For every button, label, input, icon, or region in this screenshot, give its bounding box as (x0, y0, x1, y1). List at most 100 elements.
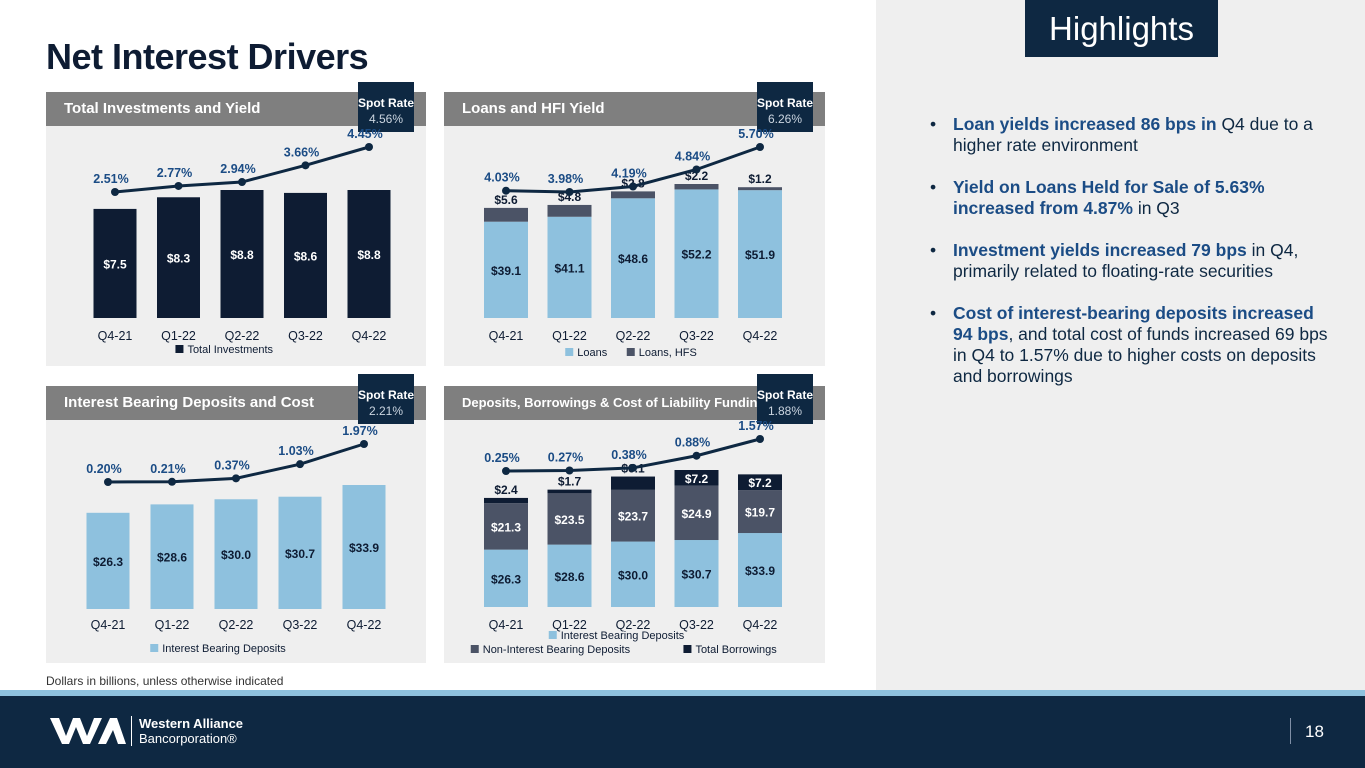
yield-label-investments-1: 2.77% (157, 166, 192, 180)
bar-loans-s0-4 (738, 190, 782, 318)
bar-funding-s0-1 (547, 544, 592, 607)
yield-label-loans-4: 5.70% (738, 127, 773, 141)
loans-panel: Loans and HFI Yield Spot Rate 6.26% $39.1… (444, 82, 825, 366)
bar-label-loans-s1-4: $1.2 (748, 172, 772, 186)
bar-loans-s1-1 (547, 204, 592, 217)
bar-label-funding-s1-3: $24.9 (681, 507, 711, 521)
bar-investments-s0-1 (157, 197, 200, 318)
bar-loans-s0-1 (547, 216, 592, 318)
x-tick-investments-1: Q1-22 (161, 329, 196, 343)
x-tick-loans-3: Q3-22 (679, 329, 714, 343)
yield-point-funding-4 (756, 435, 764, 443)
bar-loans-s0-3 (674, 189, 719, 318)
bar-investments-s0-0 (93, 208, 137, 318)
bar-label-funding-s0-1: $28.6 (554, 570, 584, 584)
legend-label-loans-0: Loans (577, 347, 607, 359)
yield-label-deposits-1: 0.21% (150, 462, 185, 476)
bar-investments-s0-3 (284, 192, 327, 318)
yield-point-funding-1 (565, 466, 574, 475)
yield-label-loans-1: 3.98% (548, 172, 583, 186)
bar-label-investments-s0-3: $8.6 (294, 249, 318, 263)
yield-point-funding-2 (629, 463, 637, 472)
funding-spot-rate: Spot Rate 1.88% (757, 374, 813, 424)
highlight-bullet-4: Cost of interest-bearing deposits increa… (930, 303, 1330, 387)
bar-deposits-s0-4 (342, 485, 386, 609)
yield-label-funding-4: 1.57% (738, 419, 773, 433)
bar-label-loans-s0-0: $39.1 (491, 264, 521, 278)
deposits-chart: $26.3 Q4-21 $28.6 Q1-22 $30.0 Q2-22 $30.7 Q3-22… (86, 424, 386, 655)
bar-label-funding-s1-2: $23.7 (618, 510, 648, 524)
bar-label-loans-s0-1: $41.1 (554, 261, 584, 275)
yield-point-investments-1 (174, 181, 183, 190)
bar-label-funding-s0-4: $33.9 (745, 564, 775, 578)
legend-label-funding-2: Total Borrowings (695, 644, 777, 656)
yield-label-loans-2: 4.19% (611, 167, 646, 181)
bar-loans-s0-2 (611, 198, 655, 318)
yield-point-loans-3 (692, 165, 701, 174)
bar-deposits-s0-3 (278, 496, 322, 609)
x-tick-loans-2: Q2-22 (616, 329, 651, 343)
highlight-bullet-3: Investment yields increased 79 bps in Q4… (930, 240, 1330, 282)
yield-point-deposits-2 (232, 474, 240, 483)
bar-funding-s0-2 (611, 541, 655, 607)
yield-point-investments-3 (301, 161, 310, 170)
bar-label-funding-s0-3: $30.7 (681, 568, 711, 582)
yield-label-funding-1: 0.27% (548, 451, 583, 465)
x-tick-loans-4: Q4-22 (743, 329, 778, 343)
bar-label-funding-s1-0: $21.3 (491, 520, 521, 534)
company-name: Western Alliance Bancorporation® (139, 716, 244, 746)
yield-point-investments-0 (111, 188, 119, 196)
legend-swatch-loans-1 (626, 348, 635, 356)
bar-funding-s2-3 (674, 470, 719, 486)
x-tick-investments-2: Q2-22 (225, 329, 260, 343)
legend-swatch-investments-0 (175, 345, 184, 353)
bar-loans-s0-0 (484, 221, 528, 318)
yield-label-loans-3: 4.84% (675, 150, 710, 164)
yield-point-deposits-3 (296, 460, 304, 469)
loans-chart: $39.1$5.6Q4-21$41.1$4.8Q1-22$48.6$2.8Q2-… (484, 127, 782, 359)
yield-point-loans-0 (502, 186, 510, 195)
investments-chart: $7.5 Q4-21 $8.3 Q1-22 $8.8 Q2-22 $8.6 Q3-22 $8.8… (93, 127, 391, 356)
yield-label-loans-0: 4.03% (484, 171, 519, 185)
bar-label-loans-s0-4: $51.9 (745, 248, 775, 262)
bar-label-funding-s0-2: $30.0 (618, 568, 648, 582)
yield-point-funding-3 (692, 451, 701, 460)
bar-label-loans-s1-1: $4.8 (558, 190, 582, 204)
loans-spot-rate: Spot Rate 6.26% (757, 82, 813, 132)
footer: Western Alliance Bancorporation® 18 (0, 696, 1365, 768)
bar-label-funding-s2-0: $2.4 (494, 483, 518, 497)
bar-label-funding-s2-1: $1.7 (558, 475, 582, 489)
highlight-bullet-2: Yield on Loans Held for Sale of 5.63% in… (930, 177, 1330, 219)
yield-label-deposits-3: 1.03% (278, 444, 313, 458)
bar-label-loans-s0-3: $52.2 (681, 248, 711, 262)
bar-label-investments-s0-4: $8.8 (357, 248, 381, 262)
page-title: Net Interest Drivers (46, 36, 369, 77)
legend-swatch-deposits-0 (150, 644, 159, 652)
yield-label-funding-0: 0.25% (484, 451, 519, 465)
bar-loans-s1-3 (674, 184, 719, 190)
yield-point-loans-4 (756, 143, 764, 151)
bar-funding-s0-0 (484, 549, 528, 607)
x-tick-deposits-2: Q2-22 (219, 618, 254, 632)
bar-investments-s0-2 (220, 190, 264, 318)
bar-label-deposits-s0-0: $26.3 (93, 555, 123, 569)
western-alliance-logo-icon (50, 718, 126, 744)
bar-deposits-s0-0 (86, 512, 130, 609)
bar-loans-s1-4 (738, 187, 782, 191)
x-tick-deposits-1: Q1-22 (155, 618, 190, 632)
bar-label-deposits-s0-1: $28.6 (157, 551, 187, 565)
highlights-label: Highlights (1025, 0, 1218, 57)
bar-label-investments-s0-1: $8.3 (167, 252, 191, 266)
page-number: 18 (1305, 722, 1324, 741)
highlights-list: Loan yields increased 86 bps in Q4 due t… (930, 114, 1330, 408)
yield-point-loans-1 (565, 188, 574, 196)
bar-label-deposits-s0-3: $30.7 (285, 547, 315, 561)
legend-swatch-funding-2 (683, 645, 692, 653)
legend-swatch-funding-0 (548, 631, 557, 639)
legend-label-funding-0: Interest Bearing Deposits (561, 630, 685, 642)
x-tick-funding-3: Q3-22 (679, 618, 714, 632)
x-tick-funding-2: Q2-22 (616, 618, 651, 632)
bar-funding-s1-3 (674, 485, 719, 541)
yield-label-investments-4: 4.45% (347, 127, 382, 141)
yield-label-investments-3: 3.66% (284, 145, 319, 159)
